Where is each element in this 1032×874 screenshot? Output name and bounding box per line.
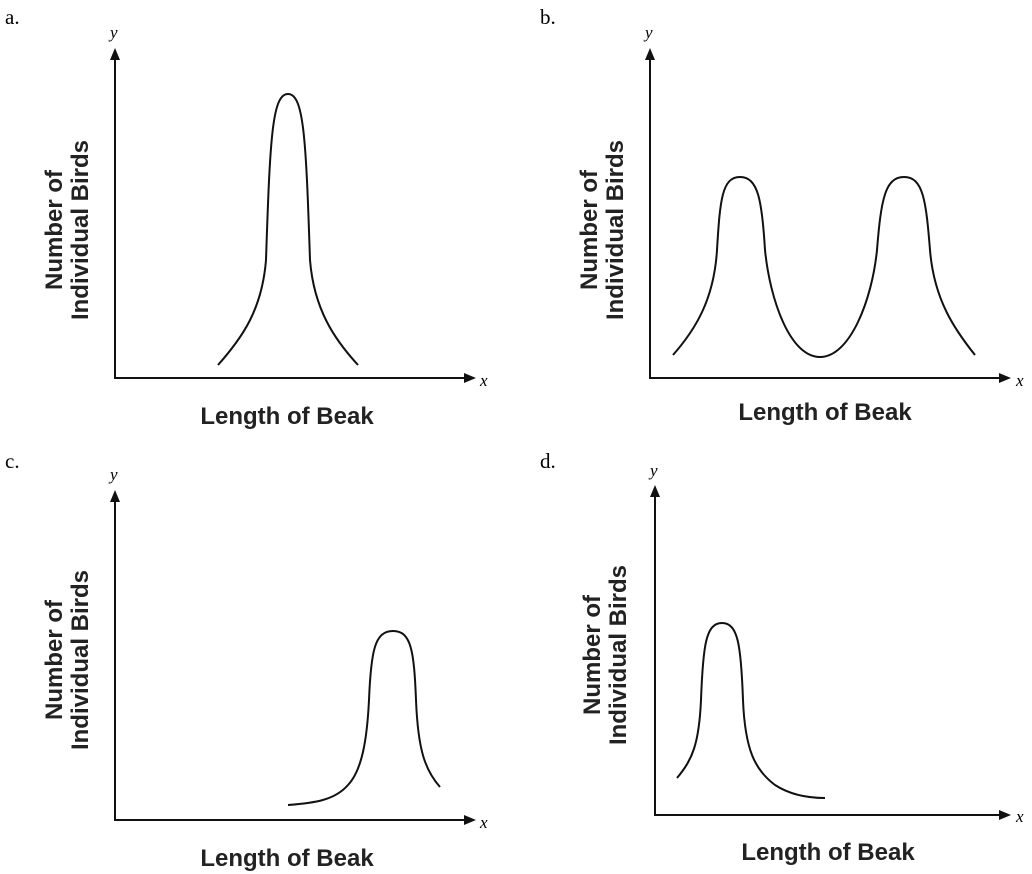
x-title: Length of Beak xyxy=(200,845,374,872)
axes xyxy=(114,500,466,821)
distribution-curve xyxy=(217,92,359,366)
distribution-curve xyxy=(287,629,441,806)
axes xyxy=(114,58,466,379)
y-title: Number of xyxy=(41,169,68,290)
y-axis-letter: y xyxy=(648,461,658,480)
y-title: Individual Birds xyxy=(602,140,629,320)
distribution-curve xyxy=(672,175,976,359)
x-title: Length of Beak xyxy=(738,399,912,426)
panel-label: d. xyxy=(540,449,556,473)
y-axis-letter: y xyxy=(108,465,118,484)
y-axis-letter: y xyxy=(108,23,118,42)
panel: b. y x Number of Individual Birds Length… xyxy=(540,5,1024,426)
axes xyxy=(649,58,1001,379)
y-title: Number of xyxy=(576,169,603,290)
panel: a. y x Number of Individual Birds Length… xyxy=(5,5,488,430)
y-axis-letter: y xyxy=(643,23,653,42)
arrowheads xyxy=(110,490,476,825)
x-title: Length of Beak xyxy=(200,403,374,430)
arrowheads xyxy=(110,48,476,383)
panel: d. y x Number of Individual Birds Length… xyxy=(540,449,1024,866)
x-axis-letter: x xyxy=(1015,807,1024,826)
y-title: Number of xyxy=(579,594,606,715)
y-title: Individual Birds xyxy=(67,570,94,750)
distribution-curve xyxy=(676,621,826,799)
panel-label: c. xyxy=(5,449,20,473)
x-axis-letter: x xyxy=(479,371,488,390)
arrowheads xyxy=(645,48,1011,383)
y-title: Individual Birds xyxy=(67,140,94,320)
panel: c. y x Number of Individual Birds Length… xyxy=(5,449,488,872)
panel-label: b. xyxy=(540,5,556,29)
x-title: Length of Beak xyxy=(741,839,915,866)
axes xyxy=(654,495,1001,816)
panel-label: a. xyxy=(5,5,20,29)
x-axis-letter: x xyxy=(1015,371,1024,390)
x-axis-letter: x xyxy=(479,813,488,832)
y-title: Individual Birds xyxy=(605,565,632,745)
y-title: Number of xyxy=(41,599,68,720)
